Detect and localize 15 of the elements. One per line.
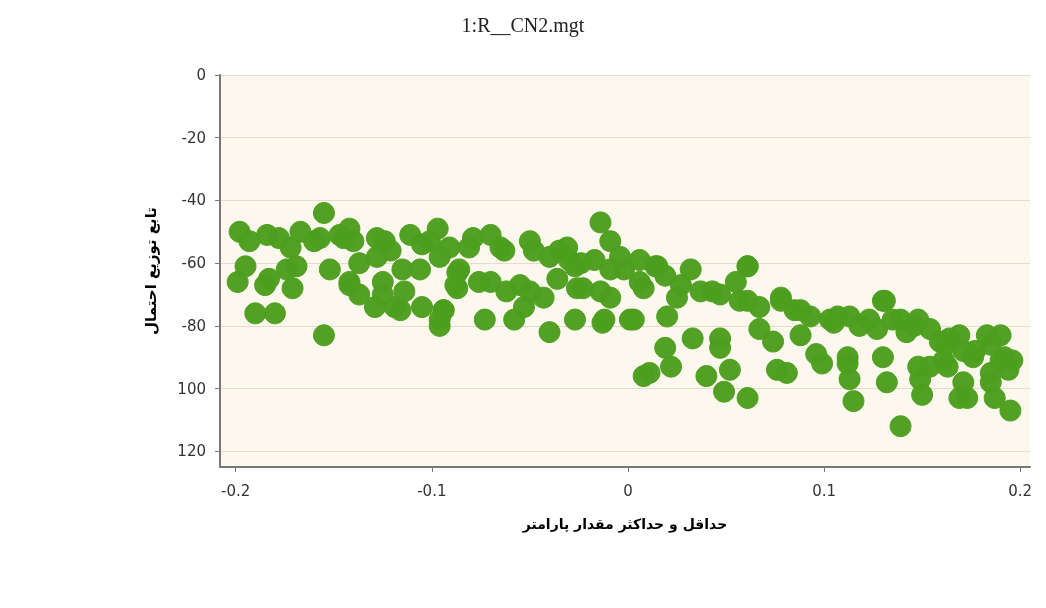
y-tick-label: 0 [196, 66, 206, 84]
x-tick-label: 0.2 [1008, 481, 1033, 500]
x-axis-title: حداقل و حداکثر مقدار پارامتر [521, 516, 728, 533]
chart-title: 1:R__CN2.mgt [461, 14, 585, 37]
y-tick-label: -80 [181, 316, 206, 335]
x-tick-label: -0.1 [417, 481, 447, 500]
y-tick-label: 120 [177, 442, 206, 461]
y-tick-label: -60 [181, 254, 206, 273]
y-tick-label: -40 [181, 191, 206, 210]
x-tick-label: 0 [623, 481, 633, 500]
y-tick-label: 100 [177, 379, 206, 398]
x-tick-label: -0.2 [221, 481, 251, 500]
x-tick-label: 0.1 [812, 481, 836, 500]
y-axis-title: تابع توزیع احتمال [141, 207, 160, 335]
y-tick-label: -20 [181, 128, 206, 147]
